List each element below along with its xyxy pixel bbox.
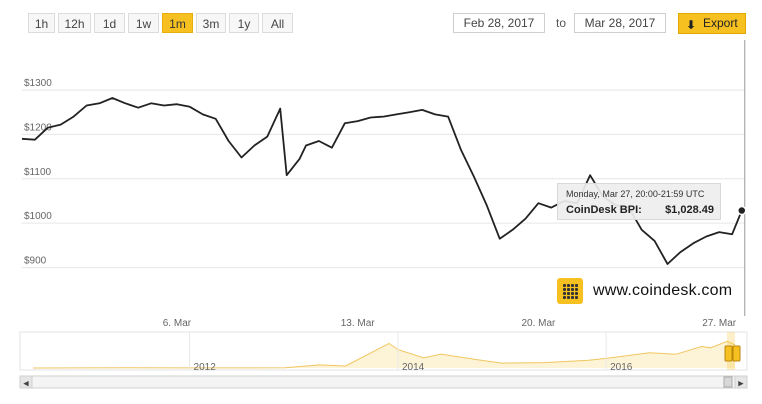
- range-button-1y[interactable]: 1y: [229, 13, 259, 33]
- range-button-12h[interactable]: 12h: [58, 13, 91, 33]
- y-tick-label: $1300: [24, 78, 52, 89]
- scroll-left-arrow-icon: ◀: [23, 381, 29, 388]
- tooltip-value: $1,028.49: [665, 204, 714, 216]
- logo-dot: [571, 292, 574, 295]
- tooltip: Monday, Mar 27, 20:00-21:59 UTC CoinDesk…: [557, 183, 721, 220]
- to-date-input[interactable]: Mar 28, 2017: [574, 13, 666, 33]
- navigator-handle-left[interactable]: [724, 345, 733, 362]
- to-label: to: [556, 16, 567, 30]
- range-button-all[interactable]: All: [262, 13, 293, 33]
- navigator-handle-right[interactable]: [732, 345, 741, 362]
- logo-dot: [567, 288, 570, 291]
- range-button-1d[interactable]: 1d: [94, 13, 125, 33]
- x-tick-label: 27. Mar: [702, 318, 737, 329]
- range-button-1m[interactable]: 1m: [162, 13, 193, 33]
- y-tick-label: $900: [24, 256, 47, 267]
- tooltip-series-name: CoinDesk BPI:: [566, 204, 642, 216]
- brand-name: www.coindesk.com: [593, 282, 733, 299]
- navigator-tick-label: 2016: [610, 362, 633, 373]
- coindesk-logo-icon: [557, 278, 583, 304]
- navigator-tick-label: 2012: [194, 362, 217, 373]
- series-line-coindesk-bpi: [21, 97, 746, 265]
- y-axis-ticks: $900 $1000 $1100 $1200 $1300: [24, 78, 52, 267]
- logo-dot: [571, 288, 574, 291]
- x-tick-label: 20. Mar: [521, 318, 556, 329]
- range-button-1h[interactable]: 1h: [28, 13, 55, 33]
- from-date-input[interactable]: Feb 28, 2017: [453, 13, 545, 33]
- scroll-right-arrow-icon: ▶: [738, 381, 744, 388]
- logo-dot: [567, 296, 570, 299]
- export-button[interactable]: ⬇ Export: [678, 13, 746, 34]
- range-button-3m[interactable]: 3m: [196, 13, 226, 33]
- scrollbar-thumb[interactable]: [723, 376, 733, 388]
- logo-dot: [563, 288, 566, 291]
- x-tick-label: 6. Mar: [163, 318, 192, 329]
- range-button-1w[interactable]: 1w: [128, 13, 159, 33]
- y-tick-label: $1200: [24, 122, 52, 133]
- tooltip-date: Monday, Mar 27, 20:00-21:59 UTC: [566, 189, 705, 199]
- y-tick-label: $1100: [24, 167, 52, 178]
- logo-dot: [563, 292, 566, 295]
- navigator-area: [33, 341, 735, 368]
- x-axis-ticks: 6. Mar 13. Mar 20. Mar 27. Mar: [163, 318, 737, 329]
- logo-dot: [571, 296, 574, 299]
- navigator-series-line: [32, 340, 736, 369]
- logo-dot: [575, 288, 578, 291]
- download-arrow-icon: ⬇: [686, 18, 697, 32]
- navigator[interactable]: 2012 2014 2016 ◀ ▶: [19, 331, 748, 389]
- logo-dot: [567, 292, 570, 295]
- grid-lines: [22, 89, 745, 269]
- navigator-tick-label: 2014: [402, 362, 425, 373]
- scroll-left-arrow-button[interactable]: [19, 375, 33, 389]
- logo-dot: [567, 284, 570, 287]
- logo-dot: [571, 284, 574, 287]
- scrollbar-track[interactable]: [19, 375, 748, 389]
- scroll-right-arrow-button[interactable]: [734, 375, 748, 389]
- logo-dot: [563, 284, 566, 287]
- hover-marker: [737, 205, 747, 216]
- y-tick-label: $1000: [24, 211, 52, 222]
- x-tick-label: 13. Mar: [341, 318, 376, 329]
- logo-dot: [575, 292, 578, 295]
- export-label: Export: [703, 16, 738, 30]
- logo-dot: [575, 284, 578, 287]
- logo-dot: [563, 296, 566, 299]
- logo-dot: [575, 296, 578, 299]
